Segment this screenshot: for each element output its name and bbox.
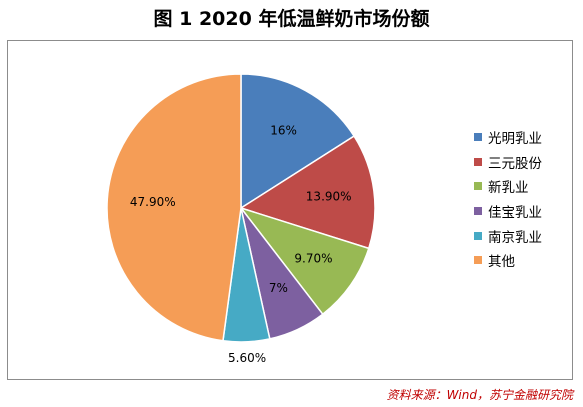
legend-label-4: 南京乳业 [488,229,542,246]
legend-item-3: 佳宝乳业 [474,199,542,224]
pie-slice-label-1: 13.90% [306,190,352,204]
pie-slice-label-5: 47.90% [130,195,176,209]
pie-slice-1 [239,135,376,250]
legend-label-1: 三元股份 [488,155,542,172]
legend-swatch-5 [474,256,482,265]
pie-slice-label-0: 16% [270,123,297,137]
legend-label-3: 佳宝乳业 [488,205,542,222]
legend-label-2: 新乳业 [488,180,529,197]
legend-swatch-2 [474,182,482,191]
legend-swatch-3 [474,207,482,216]
chart-legend: 光明乳业三元股份新乳业佳宝乳业南京乳业其他 [474,125,542,273]
chart-title: 图 1 2020 年低温鲜奶市场份额 [153,8,430,30]
legend-item-1: 三元股份 [474,150,542,175]
pie-slice-5 [106,73,242,342]
legend-swatch-1 [474,157,482,166]
legend-item-4: 南京乳业 [474,223,542,248]
legend-item-5: 其他 [474,248,542,273]
legend-swatch-4 [474,231,482,240]
pie-slice-label-4: 5.60% [228,351,266,365]
pie-slice-0 [240,73,356,210]
pie-slice-2 [238,206,370,316]
legend-label-0: 光明乳业 [488,131,542,148]
legend-item-2: 新乳业 [474,174,542,199]
source-note: 资料来源：Wind，苏宁金融研究院 [386,388,573,402]
legend-item-0: 光明乳业 [474,125,542,150]
pie-slice-label-3: 7% [269,281,288,295]
legend-label-5: 其他 [488,254,515,271]
legend-swatch-0 [474,133,482,142]
pie-slice-label-2: 9.70% [294,252,332,266]
